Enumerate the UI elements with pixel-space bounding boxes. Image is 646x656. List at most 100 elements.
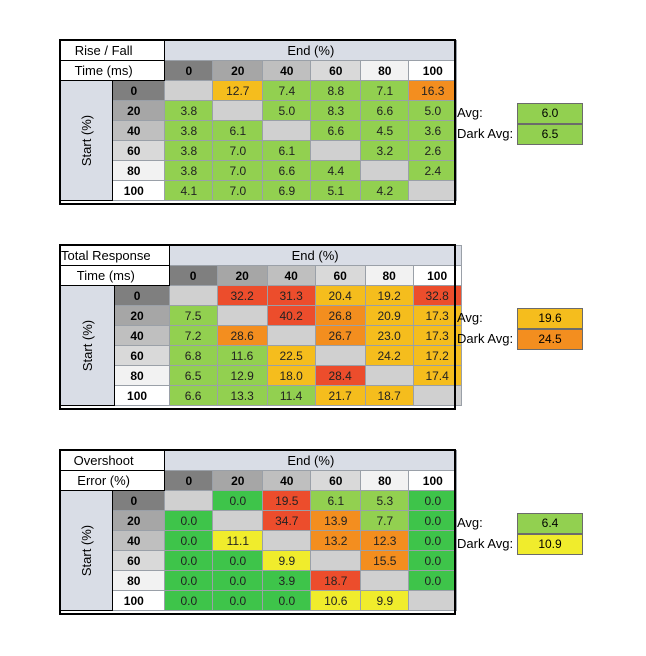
- table-row: 20 3.8 5.0 8.3 6.6 5.0: [61, 100, 458, 121]
- heatmap-cell: 28.4: [314, 365, 366, 386]
- row-header-80: 80: [112, 160, 166, 181]
- heatmap-cell: [310, 140, 362, 161]
- y-axis-label-text: Start (%): [79, 114, 95, 167]
- heatmap-cell: 7.5: [168, 305, 218, 326]
- row-header-80: 80: [114, 365, 170, 386]
- heatmap-cell: 10.6: [310, 590, 362, 611]
- heatmap-cell: 12.7: [212, 80, 264, 101]
- dark-avg-value: 24.5: [517, 329, 583, 350]
- heatmap-cell: 17.2: [412, 345, 462, 366]
- heatmap-cell: 0.0: [212, 550, 264, 571]
- row-header-100: 100: [112, 590, 166, 611]
- heatmap-cell: 20.4: [314, 285, 366, 306]
- row-header-100: 100: [112, 180, 166, 201]
- heatmap-block-3: Overshoot End (%) Error (%) 0 20 40 60 80 100 Sta…: [59, 449, 458, 615]
- table-row: 100 4.1 7.0 6.9 5.1 4.2: [61, 180, 458, 201]
- heatmap-cell: 0.0: [408, 510, 458, 531]
- heatmap-cell: 3.8: [164, 120, 214, 141]
- heatmap-cell: 0.0: [408, 570, 458, 591]
- column-header-20: 20: [216, 265, 268, 286]
- heatmap-cell: 13.2: [310, 530, 362, 551]
- heatmap-cell: 0.0: [212, 490, 264, 511]
- heatmap-cell: 2.6: [408, 140, 458, 161]
- heatmap-cell: [216, 305, 268, 326]
- heatmap-cell: 2.4: [408, 160, 458, 181]
- table-row: 20 0.0 34.7 13.9 7.7 0.0: [61, 510, 458, 531]
- row-header-60: 60: [112, 140, 166, 161]
- heatmap-cell: 19.2: [364, 285, 414, 306]
- column-header-60: 60: [310, 60, 362, 81]
- heatmap-cell: 18.0: [266, 365, 316, 386]
- heatmap-cell: 24.2: [364, 345, 414, 366]
- heatmap-cell: [262, 120, 312, 141]
- heatmap-cell: 7.0: [212, 140, 264, 161]
- column-header-80: 80: [364, 265, 414, 286]
- column-header-60: 60: [314, 265, 366, 286]
- heatmap-cell: 11.6: [216, 345, 268, 366]
- y-axis-label-text: Start (%): [80, 319, 96, 372]
- heatmap-cell: 32.2: [216, 285, 268, 306]
- table-row: 40 7.2 28.6 26.7 23.0 17.3: [61, 325, 462, 346]
- heatmap-cell: [310, 550, 362, 571]
- table-row: Start (%) 0 0.0 19.5 6.1 5.3 0.0: [59, 490, 458, 611]
- heatmap-cell: 40.2: [266, 305, 316, 326]
- heatmap-cell: 13.3: [216, 385, 268, 406]
- x-axis-label: End (%): [164, 450, 458, 471]
- y-axis-label: Start (%): [59, 490, 114, 611]
- y-axis-label: Start (%): [59, 285, 116, 406]
- row-header-20: 20: [114, 305, 170, 326]
- dark-avg-label: Dark Avg:: [457, 331, 514, 346]
- heatmap-cell: 7.2: [168, 325, 218, 346]
- heatmap-cell: 20.9: [364, 305, 414, 326]
- table-row: 100 6.6 13.3 11.4 21.7 18.7: [61, 385, 462, 406]
- heatmap-cell: 13.9: [310, 510, 362, 531]
- row-header-40: 40: [112, 120, 166, 141]
- heatmap-cell: 12.9: [216, 365, 268, 386]
- table-row: Start (%) 0 32.2 31.3 20.4 19.2 32.8: [59, 285, 462, 406]
- column-header-20: 20: [212, 470, 264, 491]
- dark-avg-value: 10.9: [517, 534, 583, 555]
- row-header-40: 40: [114, 325, 170, 346]
- heatmap-cell: 3.2: [360, 140, 410, 161]
- chart-title-line1: Rise / Fall: [59, 40, 166, 61]
- heatmap-cell: 3.8: [164, 100, 214, 121]
- heatmap-cell: 8.8: [310, 80, 362, 101]
- column-header-0: 0: [164, 60, 214, 81]
- table-row: 60 0.0 0.0 9.9 15.5 0.0: [61, 550, 458, 571]
- heatmap-cell: 21.7: [314, 385, 366, 406]
- column-header-60: 60: [310, 470, 362, 491]
- heatmap-cell: 34.7: [262, 510, 312, 531]
- heatmap-cell: 0.0: [262, 590, 312, 611]
- heatmap-cell: 8.3: [310, 100, 362, 121]
- heatmap-cell: 0.0: [408, 530, 458, 551]
- heatmap-cell: 6.5: [168, 365, 218, 386]
- avg-value: 6.0: [517, 103, 583, 124]
- heatmap-table: Overshoot End (%) Error (%) 0 20 40 60 80 100 Sta…: [59, 450, 458, 611]
- heatmap-cell: 9.9: [360, 590, 410, 611]
- column-header-80: 80: [360, 470, 410, 491]
- heatmap-cell: 6.9: [262, 180, 312, 201]
- heatmap-cell: 9.9: [262, 550, 312, 571]
- row-header-100: 100: [114, 385, 170, 406]
- heatmap-cell: 4.5: [360, 120, 410, 141]
- heatmap-cell: 19.5: [262, 490, 312, 511]
- table-row: 40 0.0 11.1 13.2 12.3 0.0: [61, 530, 458, 551]
- heatmap-cell: 6.1: [212, 120, 264, 141]
- row-header-0: 0: [114, 285, 170, 306]
- heatmap-cell: 23.0: [364, 325, 414, 346]
- table-row: 80 6.5 12.9 18.0 28.4 17.4: [61, 365, 462, 386]
- heatmap-cell: 7.1: [360, 80, 410, 101]
- heatmap-cell: 6.6: [310, 120, 362, 141]
- heatmap-cell: [164, 80, 214, 101]
- heatmap-cell: 4.1: [164, 180, 214, 201]
- column-header-80: 80: [360, 60, 410, 81]
- column-header-0: 0: [168, 265, 218, 286]
- heatmap-cell: 3.6: [408, 120, 458, 141]
- avg-label: Avg:: [457, 105, 483, 120]
- heatmap-cell: [408, 180, 458, 201]
- table-row: 100 0.0 0.0 0.0 10.6 9.9: [61, 590, 458, 611]
- heatmap-cell: [262, 530, 312, 551]
- row-header-60: 60: [114, 345, 170, 366]
- heatmap-cell: 4.2: [360, 180, 410, 201]
- row-header-80: 80: [112, 570, 166, 591]
